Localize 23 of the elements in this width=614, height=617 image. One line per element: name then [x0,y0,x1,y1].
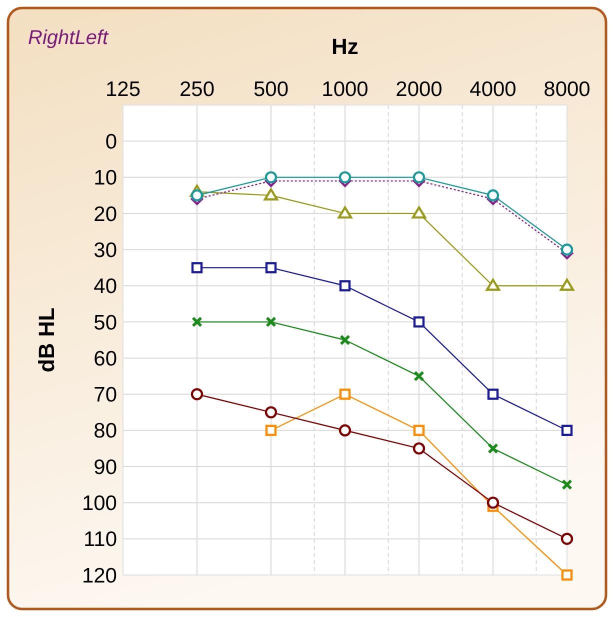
y-tick-label: 120 [82,564,117,588]
x-tick-label: 4000 [470,78,516,101]
x-axis-title: Hz [332,34,358,59]
y-tick-label: 50 [94,311,117,334]
y-tick-label: 0 [105,130,117,154]
x-tick-label: 8000 [544,78,590,101]
y-tick-label: 10 [94,166,117,190]
y-axis-title: dB HL [34,308,59,372]
x-tick-label: 250 [179,78,215,101]
y-tick-label: 90 [94,456,117,479]
chart-title: RightLeft [28,27,110,49]
y-tick-label: 70 [94,384,117,407]
x-tick-label: 125 [105,78,141,101]
y-tick-label: 110 [84,528,117,552]
y-tick-label: 60 [94,347,117,370]
y-tick-label: 40 [94,275,117,298]
y-tick-label: 100 [82,492,117,516]
y-tick-label: 30 [94,238,117,262]
y-tick-label: 80 [94,420,117,443]
y-tick-label: 20 [94,202,117,226]
x-tick-label: 500 [253,78,289,101]
x-tick-label: 1000 [322,78,368,101]
x-tick-label: 2000 [396,78,442,101]
